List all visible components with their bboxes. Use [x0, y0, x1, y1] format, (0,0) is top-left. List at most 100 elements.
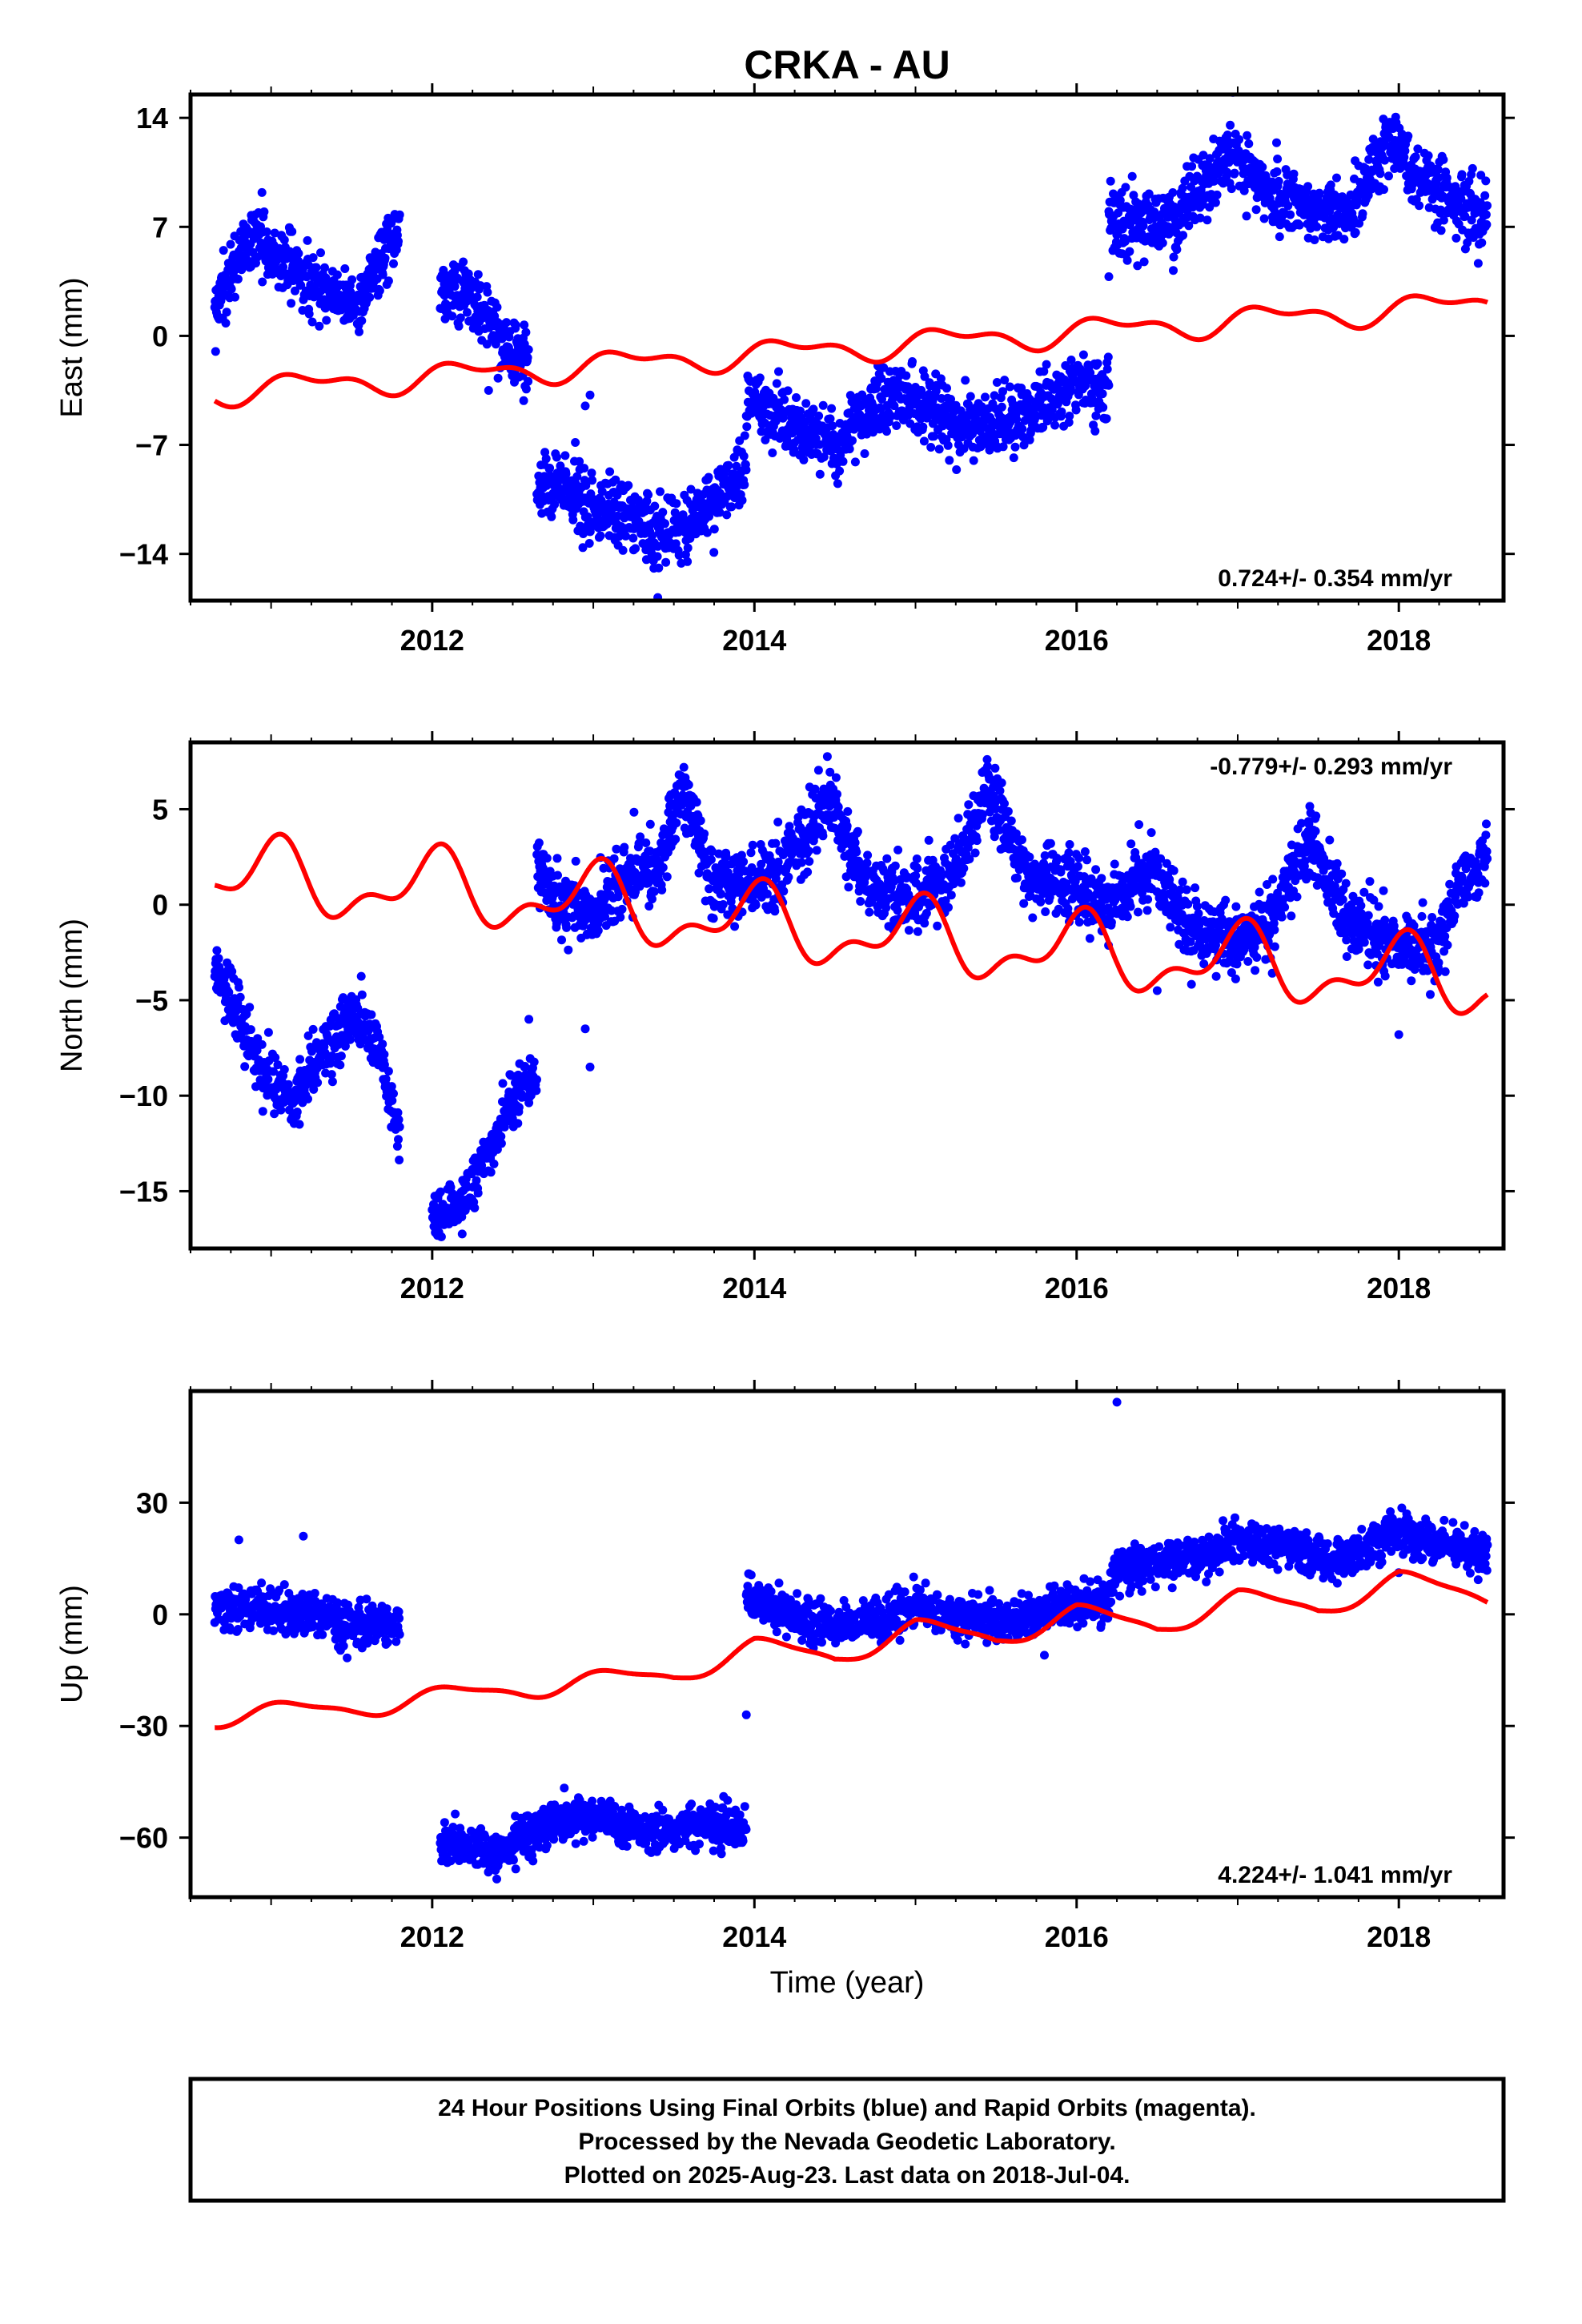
north-data-point — [658, 862, 668, 872]
north-data-point — [982, 754, 992, 764]
north-data-point — [1025, 852, 1034, 862]
east-data-point — [552, 452, 561, 462]
east-data-point — [1184, 221, 1194, 231]
east-data-point — [1303, 182, 1313, 191]
east-data-point — [547, 512, 556, 521]
east-data-point — [450, 282, 460, 292]
north-data-point — [882, 854, 892, 863]
east-outlier-point — [1169, 266, 1178, 275]
north-data-point — [271, 1053, 280, 1063]
east-data-point — [814, 411, 824, 420]
north-data-point — [252, 1046, 262, 1055]
east-data-point — [521, 384, 531, 394]
east-data-point — [483, 287, 492, 297]
east-data-point — [1064, 417, 1074, 427]
north-data-point — [557, 935, 566, 945]
east-data-point — [1223, 167, 1232, 177]
north-data-point — [258, 1107, 267, 1116]
north-data-point — [251, 1082, 260, 1092]
north-data-point — [387, 1082, 396, 1092]
north-data-point — [448, 1189, 457, 1198]
north-data-point — [843, 806, 853, 816]
north-data-point — [1097, 874, 1106, 883]
north-data-point — [472, 1176, 481, 1185]
east-data-point — [732, 461, 741, 471]
north-data-point — [486, 1168, 496, 1177]
east-data-point — [1114, 208, 1123, 218]
east-data-point — [1104, 380, 1114, 390]
north-data-point — [1146, 828, 1156, 838]
east-data-point — [815, 440, 825, 449]
north-data-point — [520, 1062, 530, 1071]
north-data-point — [852, 847, 861, 857]
east-data-point — [934, 444, 944, 454]
east-data-point — [641, 555, 651, 565]
north-data-point — [1091, 865, 1101, 875]
east-data-point — [1481, 176, 1491, 186]
east-data-point — [605, 467, 615, 476]
east-data-point — [961, 376, 970, 385]
east-data-point — [315, 321, 324, 331]
north-data-point — [1122, 912, 1132, 922]
north-data-point — [936, 866, 945, 875]
east-data-point — [1457, 170, 1467, 179]
north-data-point — [235, 992, 245, 1002]
east-data-points — [210, 94, 1492, 601]
east-data-point — [1093, 359, 1102, 368]
north-data-point — [253, 1034, 263, 1043]
east-data-point — [768, 448, 777, 457]
north-data-point — [813, 766, 823, 775]
north-data-point — [762, 889, 772, 899]
east-data-point — [741, 465, 751, 475]
east-data-point — [472, 292, 482, 302]
north-data-point — [643, 868, 652, 878]
east-data-point — [1482, 219, 1492, 229]
east-data-point — [815, 469, 825, 479]
east-data-point — [1139, 257, 1149, 267]
east-data-point — [1312, 222, 1322, 231]
north-data-point — [1131, 853, 1141, 862]
east-data-point — [448, 300, 458, 310]
north-data-point — [1175, 885, 1185, 895]
east-rate-annotation: 0.724+/- 0.354 mm/yr — [1218, 565, 1452, 592]
north-data-point — [684, 780, 693, 790]
north-data-point — [718, 900, 728, 909]
east-data-point — [332, 270, 342, 279]
east-data-point — [998, 442, 1008, 452]
north-data-point — [356, 971, 366, 981]
east-data-point — [848, 436, 857, 445]
north-data-point — [865, 907, 874, 917]
east-data-point — [845, 391, 855, 400]
east-data-point — [584, 539, 594, 548]
north-data-point — [1074, 853, 1084, 862]
east-data-point — [346, 287, 355, 297]
north-data-point — [549, 900, 559, 910]
north-data-point — [514, 1103, 524, 1112]
north-data-point — [831, 773, 841, 782]
north-data-point — [972, 836, 982, 846]
north-data-point — [295, 1120, 304, 1129]
east-data-point — [1259, 214, 1269, 223]
east-data-point — [889, 401, 899, 411]
east-data-point — [581, 480, 591, 490]
north-data-point — [958, 831, 968, 841]
east-data-point — [1273, 155, 1283, 163]
north-data-point — [327, 1070, 336, 1080]
north-data-point — [751, 900, 761, 910]
east-data-point — [219, 246, 228, 255]
east-data-point — [653, 541, 663, 551]
east-data-point — [648, 531, 656, 541]
north-data-point — [964, 800, 974, 810]
east-data-point — [1039, 367, 1049, 376]
east-data-point — [683, 543, 693, 553]
east-data-point — [456, 313, 465, 323]
north-data-point — [335, 1060, 345, 1070]
north-data-point — [1074, 862, 1082, 871]
north-data-point — [273, 1060, 283, 1070]
east-data-point — [672, 499, 681, 509]
north-data-point — [881, 903, 891, 913]
east-data-point — [571, 438, 580, 447]
north-data-point — [436, 1232, 446, 1241]
east-data-point — [1339, 235, 1349, 244]
north-data-point — [773, 818, 783, 826]
